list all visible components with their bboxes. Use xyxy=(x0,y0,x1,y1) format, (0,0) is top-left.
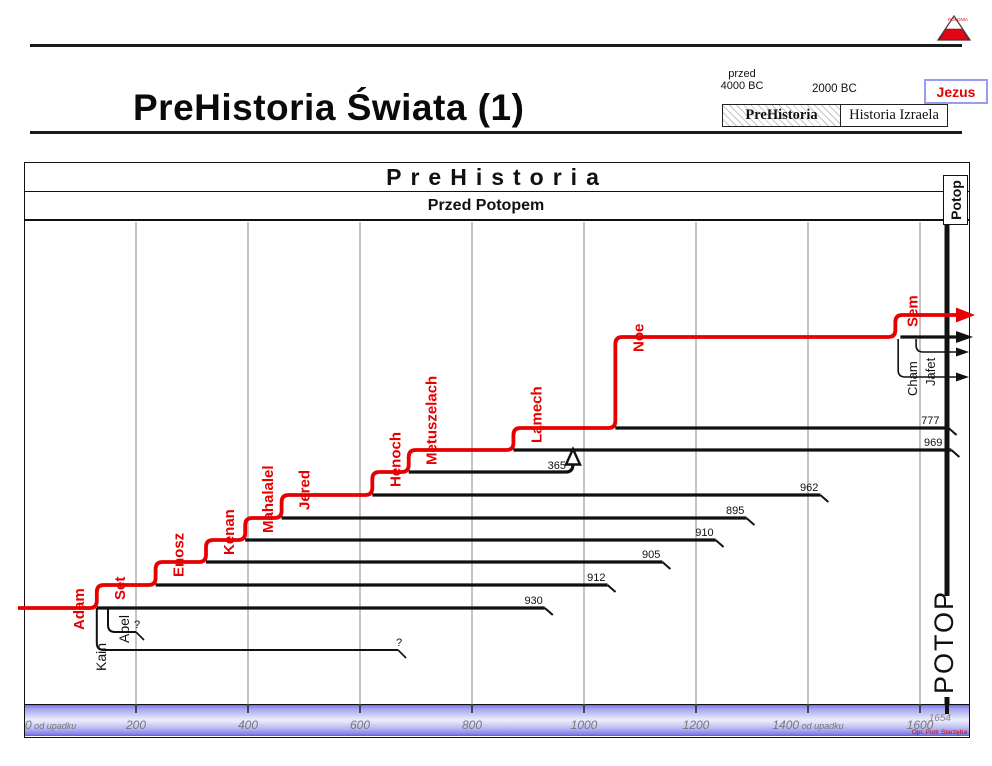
year-scale-bar xyxy=(25,704,969,736)
era-bar: PreHistoria Historia Izraela xyxy=(722,104,948,127)
era-bar-historia-izraela: Historia Izraela xyxy=(849,107,939,123)
era-label-przed: przed xyxy=(728,68,756,80)
timeline-chart: PreHistoria Przed Potopem xyxy=(24,162,970,738)
potop-header-label: Potop xyxy=(947,180,964,220)
logo-text: POLONIA xyxy=(948,17,969,22)
potop-header-cell: Potop xyxy=(943,175,968,225)
credit-text: Opr. Piotr Starzęba xyxy=(911,729,967,736)
chart-subtitle-band: Przed Potopem xyxy=(25,192,969,221)
chart-title-band: PreHistoria xyxy=(25,163,969,192)
logo: POLONIA xyxy=(934,13,990,43)
top-divider xyxy=(30,44,962,47)
era-label-2000bc: 2000 BC xyxy=(812,83,857,95)
header-divider xyxy=(30,131,962,134)
mountain-logo-icon xyxy=(936,14,972,41)
jezus-badge: Jezus xyxy=(924,79,988,104)
era-label-4000bc: przed 4000 BC xyxy=(716,68,768,92)
era-bar-prehistoria: PreHistoria xyxy=(723,105,841,126)
era-label-4000: 4000 BC xyxy=(720,80,764,92)
page-title: PreHistoria Świata (1) xyxy=(133,86,525,128)
